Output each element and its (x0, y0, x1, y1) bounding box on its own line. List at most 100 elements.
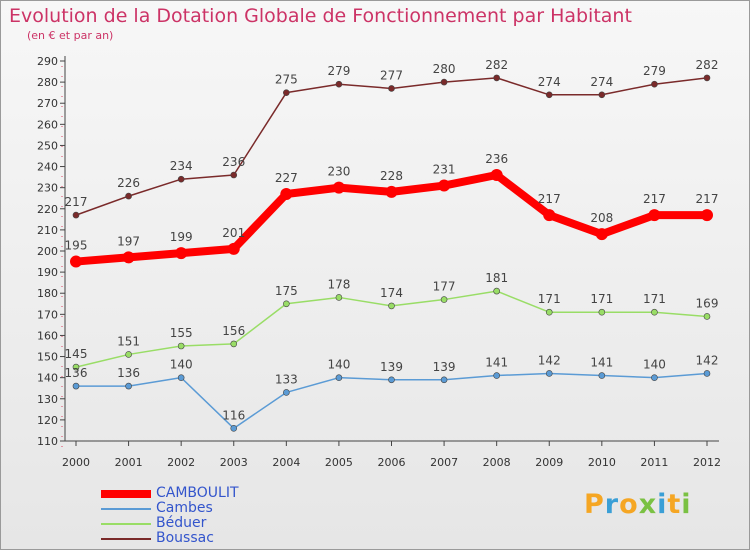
logo-letter: o (619, 489, 639, 520)
data-label: 217 (65, 195, 88, 209)
data-label: 151 (117, 334, 140, 348)
data-label: 181 (485, 271, 508, 285)
data-label: 199 (170, 230, 193, 244)
logo-letter: x (638, 489, 658, 520)
data-point (440, 296, 448, 303)
data-label: 228 (380, 169, 403, 183)
data-label: 156 (222, 324, 245, 338)
data-point (230, 340, 238, 348)
x-tick-label: 2004 (272, 456, 300, 469)
data-point (230, 171, 238, 179)
data-label: 116 (222, 408, 245, 422)
data-label: 177 (433, 280, 456, 294)
logo-letter: i (657, 489, 668, 520)
x-tick-label: 2008 (483, 456, 511, 469)
x-tick-label: 2006 (378, 456, 406, 469)
y-tick-label: 190 (37, 266, 58, 279)
legend-swatch (101, 508, 151, 510)
data-point (440, 376, 448, 384)
chart-subtitle: (en € et par an) (27, 29, 114, 42)
data-label: 277 (380, 68, 403, 82)
data-label: 282 (485, 58, 508, 72)
y-tick-label: 150 (37, 351, 58, 364)
x-tick-label: 2005 (325, 456, 353, 469)
data-label: 282 (696, 58, 719, 72)
x-tick-label: 2002 (167, 456, 195, 469)
data-label: 230 (327, 165, 350, 179)
y-tick-label: 170 (37, 308, 58, 321)
data-point (703, 370, 711, 377)
data-label: 236 (222, 155, 245, 169)
data-point (335, 374, 343, 381)
data-label: 140 (170, 358, 193, 372)
chart-series-lines (70, 74, 713, 432)
data-point (651, 374, 658, 381)
chart-axes: 110 120 130 140 150 160 170 180 190 200 210 220 230 2… (37, 55, 721, 469)
y-tick-label: 210 (37, 224, 58, 237)
data-point (701, 209, 713, 222)
data-label: 197 (117, 234, 140, 248)
data-point (388, 302, 395, 310)
y-tick-label: 140 (37, 372, 58, 385)
x-tick-label: 2001 (115, 456, 143, 469)
data-label: 169 (696, 296, 719, 310)
legend-swatch (101, 538, 151, 540)
y-tick-label: 200 (37, 245, 58, 258)
data-label: 133 (275, 372, 298, 386)
data-point (493, 372, 500, 379)
y-tick-label: 290 (37, 55, 58, 68)
data-label: 142 (696, 353, 719, 367)
data-point (440, 78, 448, 86)
data-label: 140 (643, 358, 666, 372)
data-label: 201 (222, 226, 245, 240)
x-tick-label: 2000 (62, 456, 90, 469)
x-tick-label: 2007 (430, 456, 458, 469)
y-tick-label: 180 (37, 287, 58, 300)
proxiti-logo: Proxiti (584, 489, 692, 520)
data-point (651, 80, 658, 88)
y-tick-label: 120 (37, 414, 58, 427)
legend-label: Béduer (156, 515, 207, 531)
logo-letter: t (667, 489, 682, 520)
data-label: 139 (380, 360, 403, 374)
data-point (72, 382, 80, 390)
data-point (280, 188, 293, 200)
data-point (490, 169, 503, 181)
data-point (703, 313, 711, 320)
data-point (648, 209, 661, 222)
chart-title: Evolution de la Dotation Globale de Fonc… (9, 5, 632, 27)
x-tick-label: 2011 (640, 456, 668, 469)
data-point (283, 389, 290, 396)
data-point (70, 255, 82, 268)
data-point (175, 247, 188, 260)
y-tick-label: 240 (37, 161, 58, 174)
data-label: 141 (485, 356, 508, 370)
y-tick-label: 130 (37, 393, 58, 406)
data-label: 155 (170, 326, 193, 340)
data-point (283, 300, 290, 308)
legend-label: CAMBOULIT (156, 485, 239, 501)
data-point (598, 372, 606, 379)
data-label: 274 (538, 75, 561, 89)
data-point (543, 209, 556, 222)
data-point (545, 308, 553, 316)
data-label: 236 (485, 152, 508, 166)
data-label: 208 (590, 211, 613, 225)
y-tick-label: 260 (37, 118, 58, 131)
chart-data-labels: 195 197 199 201 227 230 228 231 236 217 208 217 217 1… (65, 58, 719, 422)
data-label: 217 (696, 192, 719, 206)
data-label: 275 (275, 73, 298, 87)
data-point (72, 363, 80, 371)
data-point (545, 91, 553, 99)
data-point (335, 294, 343, 301)
legend-swatch (101, 523, 151, 525)
x-tick-label: 2010 (588, 456, 616, 469)
data-point (72, 211, 80, 219)
data-label: 136 (65, 366, 88, 380)
data-label: 279 (327, 64, 350, 78)
data-point (122, 251, 135, 264)
data-point (335, 80, 343, 88)
y-tick-label: 270 (37, 97, 58, 110)
